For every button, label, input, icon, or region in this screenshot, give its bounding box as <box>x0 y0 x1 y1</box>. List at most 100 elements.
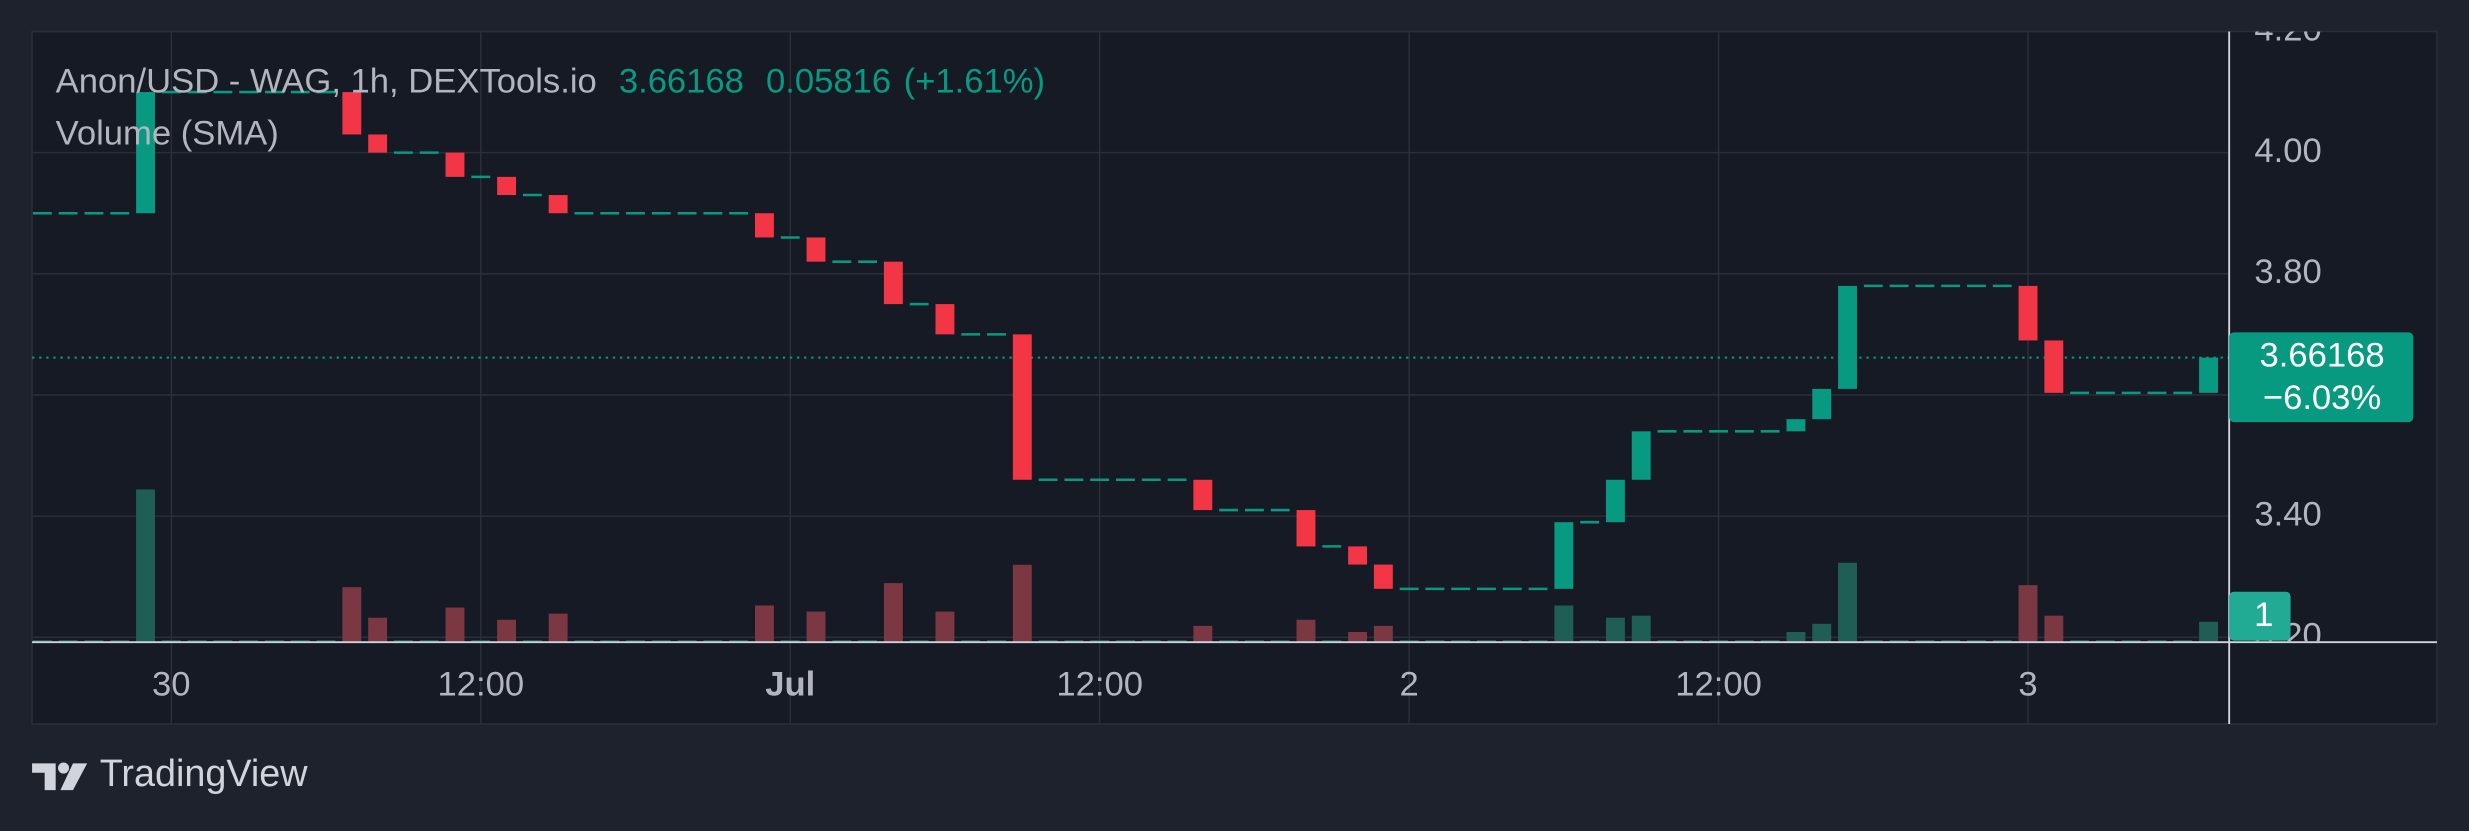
volume-bar <box>909 640 929 643</box>
volume-bar <box>1631 615 1651 643</box>
volume-bar <box>2199 621 2218 643</box>
candle-body <box>2199 357 2218 393</box>
volume-bar <box>961 640 981 643</box>
volume-bar <box>1244 640 1264 643</box>
volume-bar <box>110 640 130 643</box>
volume-bar <box>239 640 259 643</box>
candle-body <box>806 237 826 262</box>
volume-bar <box>1296 619 1316 643</box>
time-axis: 30 12:00 Jul 12:00 2 12:00 3 <box>152 665 2038 703</box>
legend-change-pct: (+1.61%) <box>904 63 1045 101</box>
candle-body <box>445 152 465 177</box>
candle-body <box>497 176 517 196</box>
x-tick-label: Jul <box>765 665 815 703</box>
x-tick-label: 12:00 <box>1056 665 1143 703</box>
volume-bar <box>935 611 955 643</box>
legend-volume: Volume (SMA) <box>56 114 279 152</box>
y-tick-label: 3.80 <box>2254 253 2321 291</box>
legend-title: Anon/USD - WAG, 1h, DEXTools.io <box>56 63 597 101</box>
volume-bar <box>1502 640 1522 643</box>
candle-body <box>935 304 955 335</box>
volume-bar <box>471 640 491 643</box>
volume-bar <box>316 640 336 643</box>
volume-bar <box>1038 640 1058 643</box>
candle-body <box>1012 334 1032 480</box>
volume-bar <box>1451 640 1471 643</box>
candle-layer <box>32 90 2230 591</box>
volume-bar <box>1528 640 1548 643</box>
volume-bar <box>2095 640 2115 643</box>
volume-bar <box>832 640 852 643</box>
volume-bar <box>1605 617 1625 643</box>
volume-bar <box>754 605 774 643</box>
volume-bar <box>1709 640 1729 643</box>
volume-bar <box>626 640 645 643</box>
volume-bar <box>806 611 826 643</box>
volume-bar <box>1915 640 1935 643</box>
volume-bar <box>1141 640 1161 643</box>
candle-body <box>368 134 388 153</box>
volume-bar <box>1322 640 1342 643</box>
candle-body <box>548 195 568 214</box>
volume-bar <box>522 640 542 643</box>
x-tick-label: 12:00 <box>437 665 524 703</box>
volume-bar <box>2044 615 2064 643</box>
candle-body <box>1348 546 1368 565</box>
grid <box>32 30 2230 724</box>
volume-bar <box>1760 640 1780 643</box>
volume-bar <box>1270 640 1290 643</box>
volume-bar <box>213 640 233 643</box>
volume-bar <box>2070 640 2090 643</box>
volume-bar <box>1992 640 2012 643</box>
price-change-label: −6.03% <box>2263 379 2381 417</box>
y-tick-label: 3.40 <box>2254 495 2321 533</box>
x-tick-label: 3 <box>2018 665 2037 703</box>
volume-bar <box>1090 640 1110 643</box>
volume-bar <box>780 640 800 643</box>
volume-bar <box>729 640 749 643</box>
x-tick-label: 2 <box>1400 665 1419 703</box>
volume-bar <box>883 583 903 643</box>
volume-bar <box>1193 625 1213 643</box>
candle-body <box>2044 340 2064 393</box>
volume-bar <box>600 640 620 643</box>
y-tick-label: 4.20 <box>2254 11 2321 49</box>
volume-bar <box>368 617 388 643</box>
volume-bar <box>187 640 207 643</box>
volume-bar <box>651 640 671 643</box>
chart-panel <box>31 30 2438 725</box>
volume-bar <box>161 640 181 643</box>
volume-bar <box>1863 640 1883 643</box>
volume-bar <box>1477 640 1496 643</box>
candle-body <box>2018 285 2038 341</box>
volume-bar <box>1399 640 1419 643</box>
candle-body <box>1838 285 1857 389</box>
volume-bar <box>1657 640 1677 643</box>
volume-bar <box>1734 640 1754 643</box>
volume-bar <box>2147 640 2167 643</box>
candle-body <box>754 213 774 238</box>
x-tick-label: 12:00 <box>1675 665 1762 703</box>
brand-logo <box>32 762 88 791</box>
volume-bar <box>290 640 310 643</box>
volume-bar <box>32 640 52 643</box>
volume-bar <box>1219 640 1239 643</box>
volume-bar <box>858 640 878 643</box>
volume-bar <box>1425 640 1445 643</box>
volume-bar <box>1838 562 1857 643</box>
volume-bar <box>136 489 155 643</box>
candle-body <box>1193 479 1213 511</box>
price-label: 3.66168 <box>2259 337 2384 375</box>
volume-bar <box>58 640 78 643</box>
volume-label-box <box>2229 591 2291 641</box>
price-label-box <box>2229 332 2414 423</box>
volume-bar <box>677 640 697 643</box>
candle-body <box>342 92 362 135</box>
volume-bar <box>987 640 1006 643</box>
volume-bar <box>1373 625 1393 643</box>
volume-bar <box>1012 564 1032 643</box>
volume-bar <box>2121 640 2141 643</box>
volume-bar <box>1167 640 1187 643</box>
